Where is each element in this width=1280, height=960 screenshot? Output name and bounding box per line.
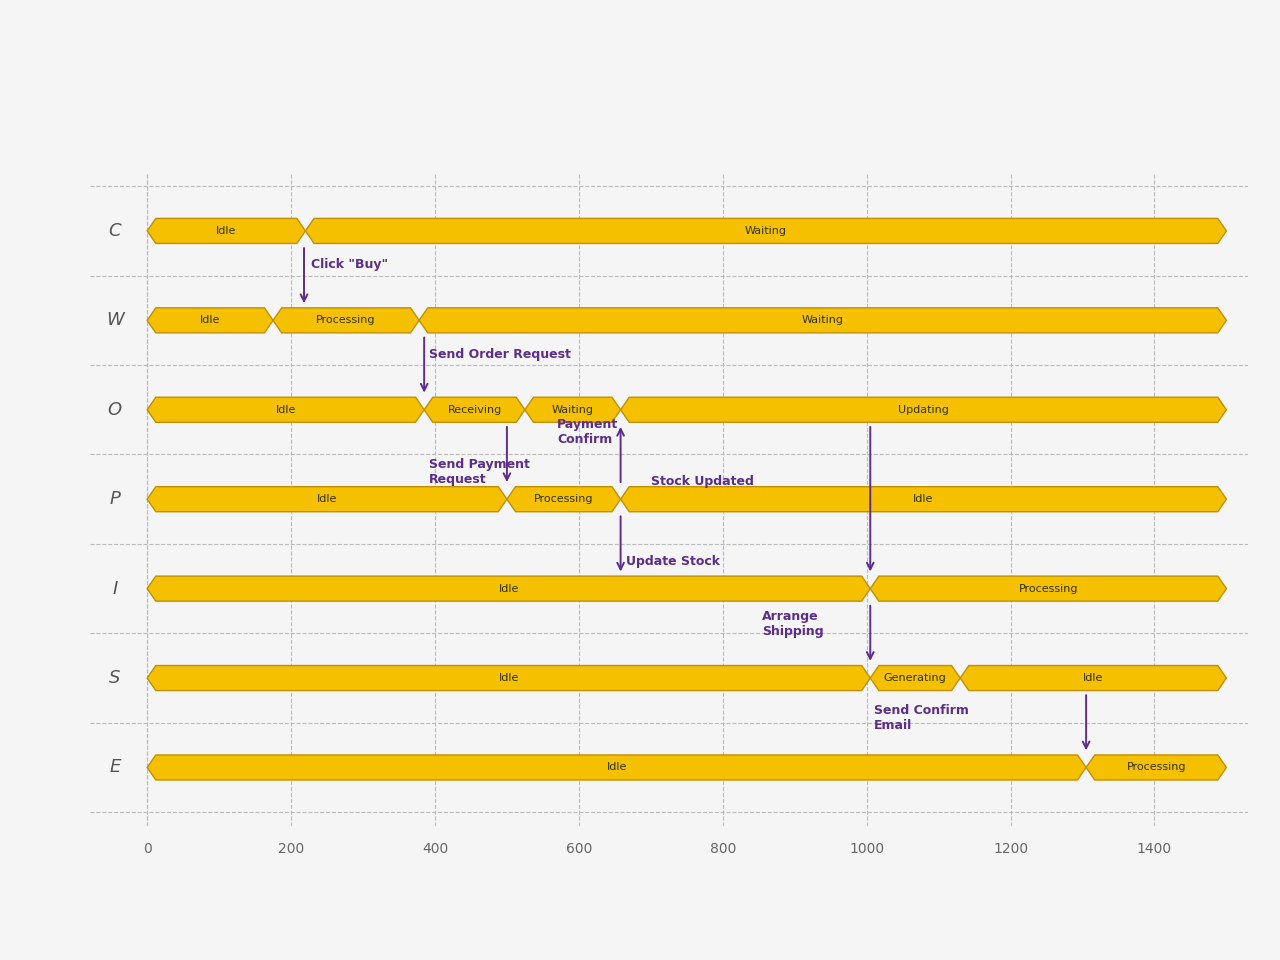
Text: Send Order Request: Send Order Request	[429, 348, 571, 361]
Text: Generating: Generating	[884, 673, 947, 684]
Polygon shape	[147, 308, 273, 333]
Text: Waiting: Waiting	[552, 405, 594, 415]
Polygon shape	[147, 576, 870, 601]
Polygon shape	[419, 308, 1226, 333]
Polygon shape	[424, 397, 525, 422]
Polygon shape	[621, 487, 1226, 512]
Text: Idle: Idle	[216, 226, 237, 236]
Text: E: E	[109, 758, 120, 777]
Text: Idle: Idle	[200, 315, 220, 325]
Text: Send Confirm
Email: Send Confirm Email	[874, 705, 969, 732]
Polygon shape	[147, 397, 424, 422]
Text: Updating: Updating	[899, 405, 948, 415]
Text: Idle: Idle	[275, 405, 296, 415]
Text: P: P	[109, 491, 120, 508]
Text: Stock Updated: Stock Updated	[650, 475, 754, 488]
Text: C: C	[109, 222, 122, 240]
Text: Idle: Idle	[317, 494, 337, 504]
Text: Processing: Processing	[316, 315, 376, 325]
Text: Idle: Idle	[498, 584, 518, 593]
Text: Waiting: Waiting	[801, 315, 844, 325]
Text: Idle: Idle	[498, 673, 518, 684]
Text: Idle: Idle	[1083, 673, 1103, 684]
Text: Processing: Processing	[1019, 584, 1078, 593]
Text: Idle: Idle	[914, 494, 933, 504]
Text: W: W	[106, 311, 124, 329]
Text: Payment
Confirm: Payment Confirm	[557, 419, 618, 446]
Text: Processing: Processing	[534, 494, 594, 504]
Polygon shape	[273, 308, 419, 333]
Text: Click "Buy": Click "Buy"	[311, 258, 388, 272]
Polygon shape	[147, 755, 1087, 780]
Text: Arrange
Shipping: Arrange Shipping	[763, 611, 824, 638]
Text: Receiving: Receiving	[448, 405, 502, 415]
Polygon shape	[960, 665, 1226, 690]
Polygon shape	[507, 487, 621, 512]
Text: I: I	[113, 580, 118, 598]
Polygon shape	[1087, 755, 1226, 780]
Polygon shape	[525, 397, 621, 422]
Text: Update Stock: Update Stock	[626, 555, 719, 568]
Polygon shape	[147, 487, 507, 512]
Text: Waiting: Waiting	[745, 226, 787, 236]
Polygon shape	[306, 219, 1226, 244]
Text: S: S	[109, 669, 120, 687]
Polygon shape	[870, 576, 1226, 601]
Text: Idle: Idle	[607, 762, 627, 773]
Text: Processing: Processing	[1126, 762, 1187, 773]
Text: O: O	[108, 400, 122, 419]
Polygon shape	[621, 397, 1226, 422]
Text: Send Payment
Request: Send Payment Request	[429, 458, 530, 487]
Polygon shape	[870, 665, 960, 690]
Polygon shape	[147, 219, 306, 244]
Polygon shape	[147, 665, 870, 690]
